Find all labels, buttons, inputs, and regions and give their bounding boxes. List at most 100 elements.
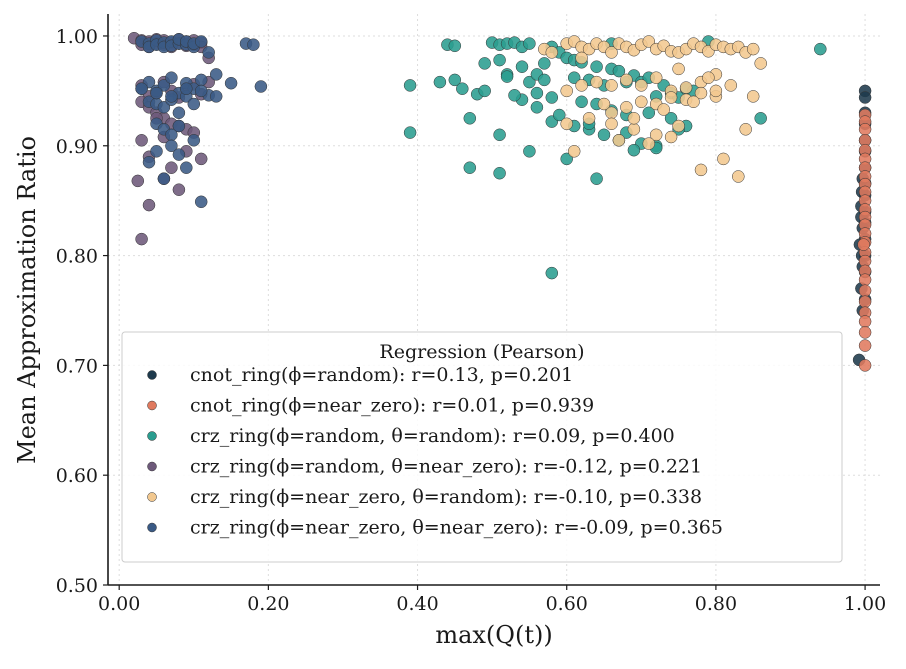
data-point <box>187 134 201 147</box>
x-tick-label: 0.80 <box>695 593 737 615</box>
data-point <box>560 117 573 131</box>
data-point <box>627 143 641 157</box>
data-point <box>553 108 566 122</box>
data-point <box>627 112 641 125</box>
data-point <box>194 195 208 209</box>
legend-title: Regression (Pearson) <box>379 341 584 363</box>
data-point <box>493 53 506 67</box>
y-tick-label: 1.00 <box>56 26 98 48</box>
legend-label: cnot_ring(ϕ=near_zero): r=0.01, p=0.939 <box>190 395 594 417</box>
data-point <box>493 166 506 180</box>
data-point <box>672 62 685 76</box>
legend-marker <box>147 431 157 441</box>
data-point <box>597 128 611 142</box>
data-point <box>254 80 268 93</box>
data-point <box>157 101 171 114</box>
legend-marker <box>147 461 157 472</box>
data-point <box>858 123 872 136</box>
data-point <box>515 60 529 73</box>
data-point <box>560 152 573 166</box>
data-point <box>605 117 618 131</box>
data-point <box>567 71 581 84</box>
legend-label: crz_ring(ϕ=random, θ=near_zero): r=-0.12… <box>190 456 702 478</box>
data-point <box>679 81 693 94</box>
data-point <box>597 97 611 111</box>
data-point <box>642 137 656 150</box>
data-point <box>150 145 163 158</box>
data-point <box>590 60 603 73</box>
data-point <box>694 86 708 100</box>
legend-marker <box>147 400 157 411</box>
legend-marker <box>147 522 157 533</box>
y-axis-label: Mean Approximation Ratio <box>13 136 41 464</box>
legend-marker <box>147 370 157 380</box>
data-point <box>538 73 551 87</box>
data-point <box>814 42 827 56</box>
data-point <box>560 84 573 98</box>
data-point <box>642 35 656 48</box>
y-tick-label: 0.90 <box>56 136 98 158</box>
legend-entry: cnot_ring(ϕ=random): r=0.13, p=0.201 <box>147 364 573 386</box>
data-point <box>672 119 685 133</box>
data-point <box>523 145 536 158</box>
legend-entry: crz_ring(ϕ=random, θ=near_zero): r=-0.12… <box>147 456 702 478</box>
legend-entry: cnot_ring(ϕ=near_zero): r=0.01, p=0.939 <box>147 395 594 417</box>
data-point <box>530 86 544 100</box>
data-point <box>508 89 521 102</box>
data-point <box>858 91 872 104</box>
data-point <box>687 95 700 109</box>
data-point <box>194 73 208 87</box>
x-tick-label: 1.00 <box>844 593 886 615</box>
data-point <box>448 39 462 53</box>
data-point <box>635 79 648 92</box>
data-point <box>724 79 738 92</box>
data-point <box>857 238 870 251</box>
data-point <box>605 46 618 59</box>
data-point <box>194 152 208 166</box>
data-point <box>612 64 626 78</box>
data-point <box>463 161 477 174</box>
data-point <box>448 73 462 87</box>
data-point <box>664 130 678 144</box>
series-4 <box>538 35 767 183</box>
data-point <box>746 90 760 103</box>
data-point <box>194 35 208 48</box>
data-point <box>224 76 238 90</box>
legend-label: crz_ring(ϕ=random, θ=random): r=0.09, p=… <box>190 425 675 447</box>
data-point <box>732 170 745 183</box>
y-tick-label: 0.70 <box>56 355 98 377</box>
data-point <box>717 152 730 166</box>
data-point <box>739 123 752 136</box>
axes <box>107 14 880 586</box>
legend-entries: cnot_ring(ϕ=random): r=0.13, p=0.201 cnot… <box>147 364 723 539</box>
data-point <box>649 71 663 84</box>
data-point <box>858 284 872 297</box>
data-point <box>500 70 514 83</box>
data-point <box>612 134 626 147</box>
data-point <box>545 46 559 59</box>
data-point <box>135 82 148 95</box>
data-point <box>627 123 641 136</box>
data-point <box>187 97 201 111</box>
data-point <box>590 75 603 89</box>
data-point <box>403 126 417 139</box>
legend-entry: crz_ring(ϕ=near_zero, θ=near_zero): r=-0… <box>147 517 723 539</box>
x-tick-label: 0.60 <box>546 593 588 615</box>
data-point <box>247 38 260 51</box>
data-point <box>858 273 872 286</box>
data-point <box>858 359 872 372</box>
data-point <box>709 84 723 98</box>
series-2 <box>403 35 827 280</box>
series-5 <box>135 33 268 209</box>
data-point <box>620 101 633 114</box>
data-point <box>165 161 178 174</box>
data-point <box>582 112 596 125</box>
legend-entry: crz_ring(ϕ=near_zero, θ=random): r=-0.10… <box>147 486 702 508</box>
data-point <box>664 112 678 125</box>
data-point <box>523 37 536 50</box>
legend-label: crz_ring(ϕ=near_zero, θ=near_zero): r=-0… <box>190 517 723 539</box>
data-point <box>649 128 663 142</box>
data-point <box>142 155 156 169</box>
